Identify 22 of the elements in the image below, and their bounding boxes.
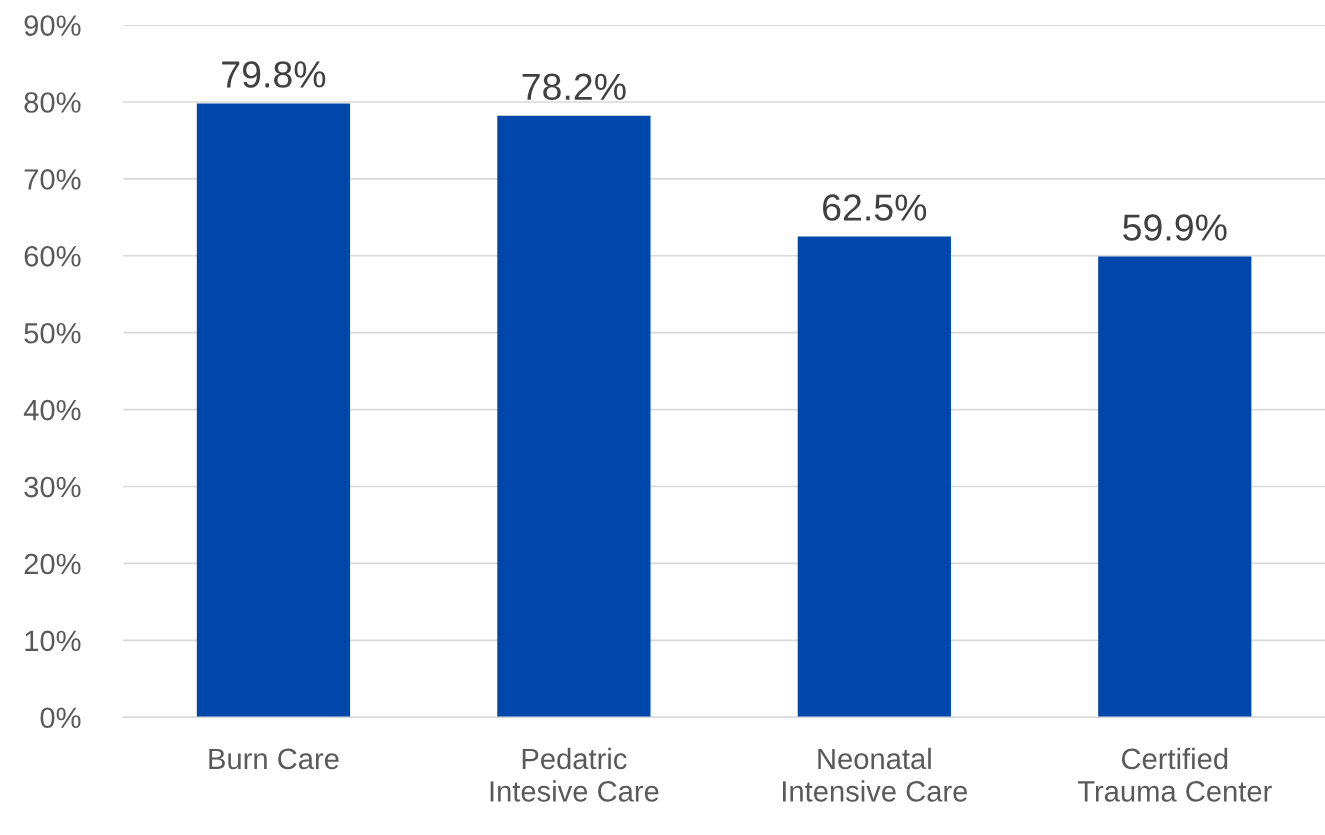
data-label: 62.5%	[823, 194, 927, 221]
y-tick-label: 80%	[24, 92, 81, 113]
y-tick-label: 30%	[24, 476, 81, 498]
bar	[196, 103, 351, 718]
x-tick-label: Pedatric Intesive Care	[490, 747, 659, 802]
x-tick-label: Certified Trauma Center	[1077, 747, 1272, 802]
data-label: 79.8%	[222, 61, 326, 88]
x-tick-label: Neonatal Intensive Care	[783, 747, 968, 802]
bar	[797, 236, 951, 718]
y-tick-label: 10%	[25, 630, 81, 652]
y-tick-label: 40%	[23, 399, 81, 421]
y-tick-label: 0%	[40, 707, 81, 729]
y-tick-label: 90%	[24, 15, 81, 36]
y-tick-label: 50%	[24, 322, 81, 344]
y-tick-label: 20%	[24, 553, 81, 575]
bar	[497, 115, 651, 718]
y-tick-label: 70%	[24, 169, 81, 190]
data-label: 59.9%	[1123, 214, 1227, 241]
y-tick-label: 60%	[24, 245, 81, 267]
data-label: 78.2%	[522, 73, 626, 101]
bar	[1098, 256, 1252, 718]
x-tick-label: Burn Care	[209, 748, 339, 770]
